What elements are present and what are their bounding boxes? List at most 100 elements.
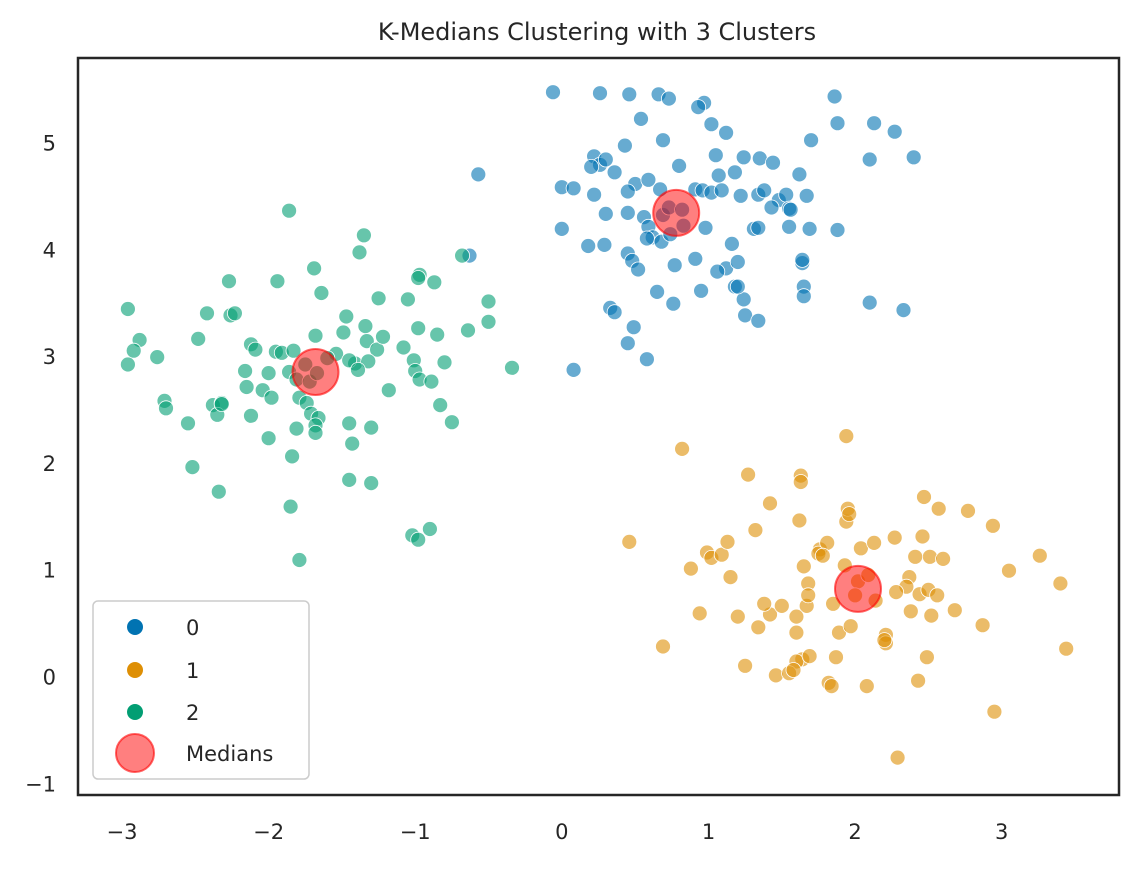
legend-marker: [127, 662, 143, 678]
data-point: [221, 273, 237, 290]
data-point: [722, 569, 739, 585]
data-point: [237, 363, 254, 379]
data-point: [307, 424, 324, 441]
data-point: [184, 459, 201, 476]
x-tick-label: −3: [107, 820, 138, 844]
data-point: [410, 320, 427, 337]
data-point: [619, 335, 636, 352]
data-point: [120, 301, 136, 317]
legend-label: Medians: [186, 742, 273, 766]
data-point: [565, 180, 582, 197]
data-point: [693, 282, 709, 299]
y-axis-ticks: −1 0 1 2 3 4 5: [25, 131, 56, 796]
data-point: [737, 657, 753, 674]
data-point: [751, 150, 768, 167]
data-point: [914, 528, 931, 545]
data-point: [120, 356, 136, 373]
data-point: [338, 308, 355, 325]
data-point: [592, 85, 608, 102]
data-point: [697, 219, 714, 236]
data-point: [1031, 547, 1048, 564]
data-point: [351, 244, 368, 261]
data-point: [630, 261, 646, 278]
legend-marker: [115, 733, 155, 773]
data-point: [788, 608, 805, 625]
data-point: [665, 295, 682, 312]
legend-label: 1: [186, 659, 199, 683]
data-point: [649, 283, 665, 300]
data-point: [395, 339, 412, 356]
data-point: [363, 419, 380, 436]
data-point: [785, 662, 802, 678]
data-point: [876, 632, 893, 648]
data-point: [782, 201, 799, 218]
data-point: [335, 324, 352, 341]
data-point: [750, 619, 767, 636]
data-point: [710, 167, 727, 184]
data-point: [565, 361, 582, 378]
x-tick-label: 1: [702, 820, 715, 844]
data-point: [545, 84, 561, 101]
data-point: [791, 512, 808, 529]
data-point: [729, 278, 746, 295]
data-point: [709, 263, 726, 280]
data-point: [674, 440, 690, 457]
data-point: [732, 187, 749, 204]
data-point: [763, 199, 780, 216]
data-point: [281, 202, 298, 219]
data-point: [429, 326, 446, 343]
data-point: [341, 471, 358, 488]
data-point: [907, 548, 924, 565]
data-point: [226, 305, 243, 322]
data-point: [829, 115, 846, 132]
x-tick-label: 2: [848, 820, 861, 844]
data-point: [842, 618, 859, 635]
data-point: [841, 506, 858, 522]
data-point: [690, 99, 707, 115]
data-point: [727, 164, 743, 181]
legend-label: 0: [186, 616, 199, 640]
data-point: [1001, 562, 1017, 579]
data-point: [935, 551, 951, 567]
data-point: [946, 602, 963, 619]
data-point: [199, 305, 215, 322]
data-point: [756, 595, 773, 612]
data-point: [703, 116, 720, 133]
data-point: [247, 341, 264, 358]
data-point: [350, 361, 366, 378]
data-point: [919, 649, 935, 666]
data-point: [853, 540, 869, 557]
data-point: [633, 111, 649, 127]
data-point: [826, 88, 843, 105]
data-point: [421, 521, 438, 537]
data-point: [583, 158, 600, 175]
data-point: [282, 498, 299, 515]
data-point: [619, 204, 636, 221]
data-point: [858, 678, 875, 694]
data-point: [687, 250, 704, 267]
data-point: [719, 534, 736, 550]
x-tick-label: 3: [995, 820, 1008, 844]
data-point: [750, 312, 767, 329]
legend-marker: [127, 619, 143, 635]
data-point: [960, 502, 976, 519]
data-point: [929, 587, 946, 604]
data-point: [985, 517, 1001, 534]
data-point: [454, 247, 471, 264]
data-point: [504, 359, 520, 376]
data-point: [269, 273, 286, 290]
data-point: [910, 672, 926, 689]
data-point: [306, 260, 323, 277]
data-point: [586, 186, 602, 203]
data-point: [655, 132, 671, 149]
data-point: [291, 552, 308, 568]
data-point: [410, 531, 427, 548]
data-point: [762, 495, 778, 512]
x-tick-label: 0: [555, 820, 568, 844]
data-point: [791, 166, 808, 183]
data-point: [922, 548, 938, 565]
data-point: [781, 218, 797, 235]
data-point: [1052, 575, 1069, 592]
data-point: [288, 420, 305, 437]
